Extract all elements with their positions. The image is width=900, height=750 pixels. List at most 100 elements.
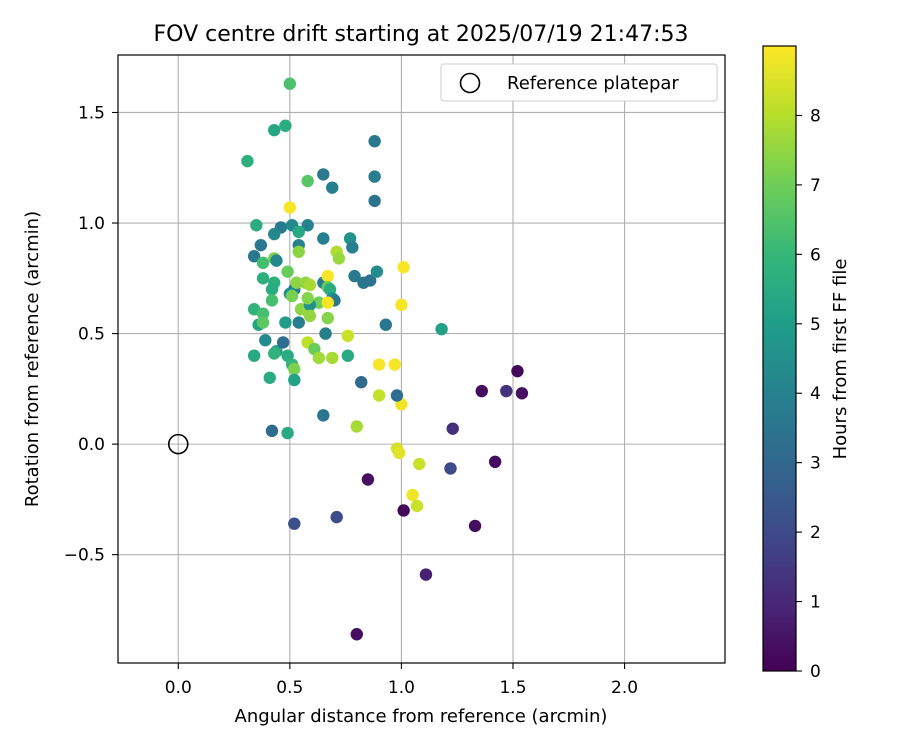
legend-box <box>440 63 718 102</box>
y-tick-label: 0.5 <box>78 325 105 345</box>
data-point <box>301 174 314 188</box>
data-point <box>317 168 330 181</box>
data-point <box>292 316 305 329</box>
data-point <box>397 504 410 517</box>
data-point <box>326 351 339 365</box>
data-point <box>341 329 355 342</box>
colorbar-ticks: 0 1 2 3 4 5 6 7 8 <box>796 106 821 682</box>
data-point <box>250 219 263 232</box>
colorbar: 0 1 2 3 4 5 6 7 8 Hours from first FF file <box>762 45 851 682</box>
data-point <box>301 292 314 305</box>
data-point <box>268 227 281 241</box>
data-point <box>256 316 270 329</box>
data-point <box>355 376 368 389</box>
data-point <box>301 219 314 232</box>
data-point <box>350 628 363 641</box>
data-point <box>388 358 401 371</box>
data-point <box>348 269 361 283</box>
colorbar-tick-label: 5 <box>810 315 821 335</box>
data-points <box>241 77 529 641</box>
data-point <box>256 256 270 270</box>
data-point <box>475 384 488 398</box>
colorbar-tick-label: 7 <box>810 176 821 196</box>
x-tick-label: 1.5 <box>499 678 526 698</box>
data-point <box>254 238 268 252</box>
data-point <box>332 252 346 265</box>
data-point <box>410 499 424 513</box>
data-point <box>283 77 297 90</box>
data-point <box>279 316 292 329</box>
data-point <box>319 327 332 340</box>
data-point <box>303 278 317 292</box>
data-point <box>370 265 384 278</box>
data-point <box>446 422 459 435</box>
data-point <box>317 409 330 422</box>
data-point <box>259 334 272 347</box>
data-point <box>468 519 482 533</box>
data-point <box>288 373 301 387</box>
data-point <box>265 283 279 296</box>
colorbar-frame <box>762 45 797 672</box>
data-point <box>281 426 294 440</box>
data-point <box>346 241 359 254</box>
data-point <box>413 457 426 471</box>
data-point <box>321 269 334 283</box>
x-tick-label: 2.0 <box>611 678 638 698</box>
data-point <box>290 276 303 289</box>
data-point <box>276 336 290 349</box>
x-axis-label: Angular distance from reference (arcmin) <box>235 706 608 727</box>
data-point <box>256 272 270 285</box>
data-point <box>292 225 305 239</box>
y-axis-label: Rotation from reference (arcmin) <box>22 211 43 507</box>
colorbar-label: Hours from first FF file <box>830 259 851 460</box>
data-point <box>292 245 305 258</box>
plot-frame <box>117 54 726 664</box>
data-point <box>395 298 408 312</box>
data-point <box>268 123 281 137</box>
data-point <box>419 568 433 581</box>
data-point <box>341 349 355 362</box>
colorbar-tick-label: 8 <box>810 106 821 126</box>
data-point <box>265 294 279 307</box>
data-point <box>361 473 375 486</box>
chart-title: FOV centre drift starting at 2025/07/19 … <box>154 22 689 47</box>
colorbar-gradient <box>763 46 796 671</box>
data-point <box>368 135 381 148</box>
data-point <box>279 119 292 132</box>
y-tick-label: 1.5 <box>78 103 105 123</box>
data-point <box>326 181 339 194</box>
data-point <box>303 309 317 323</box>
data-point <box>317 232 330 245</box>
colorbar-tick-label: 4 <box>810 384 821 404</box>
data-point <box>268 347 281 360</box>
plot-area <box>117 54 726 664</box>
data-point <box>283 201 297 214</box>
x-tick-label: 1.0 <box>388 678 415 698</box>
data-point <box>379 318 392 331</box>
data-point <box>265 424 279 438</box>
data-point <box>392 446 406 460</box>
data-point <box>312 351 326 365</box>
data-point <box>515 387 529 400</box>
legend: Reference platepar <box>440 63 718 102</box>
colorbar-tick-label: 3 <box>810 454 821 474</box>
legend-marker <box>459 72 481 94</box>
data-point <box>288 517 301 530</box>
data-point <box>321 311 334 325</box>
data-point <box>435 322 448 336</box>
data-point <box>372 389 386 402</box>
plot-background <box>118 55 725 663</box>
y-tick-label: −0.5 <box>64 546 105 566</box>
data-point <box>368 194 381 208</box>
data-point <box>368 170 381 183</box>
data-point <box>330 510 343 524</box>
data-point <box>500 384 513 398</box>
data-point <box>406 488 419 502</box>
y-tick-label: 0.0 <box>78 435 105 455</box>
data-point <box>285 289 299 303</box>
colorbar-tick-label: 2 <box>810 523 821 543</box>
colorbar-tick-label: 0 <box>810 662 821 682</box>
y-axis-ticks: −0.5 0.0 0.5 1.0 1.5 <box>64 103 118 566</box>
data-point <box>363 274 377 287</box>
